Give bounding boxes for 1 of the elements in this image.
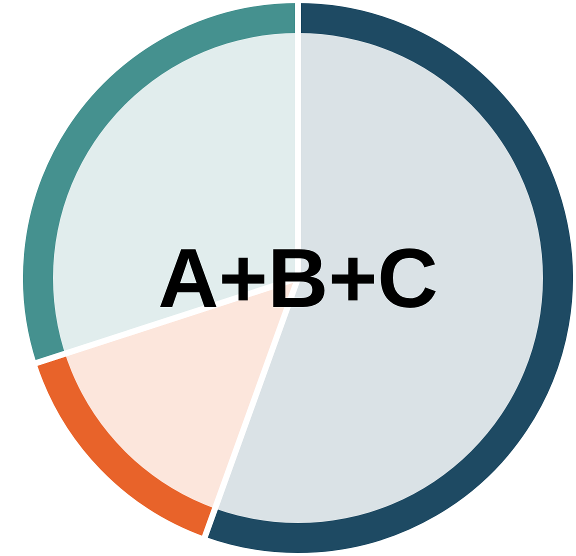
text: A+B+C: [158, 231, 438, 325]
